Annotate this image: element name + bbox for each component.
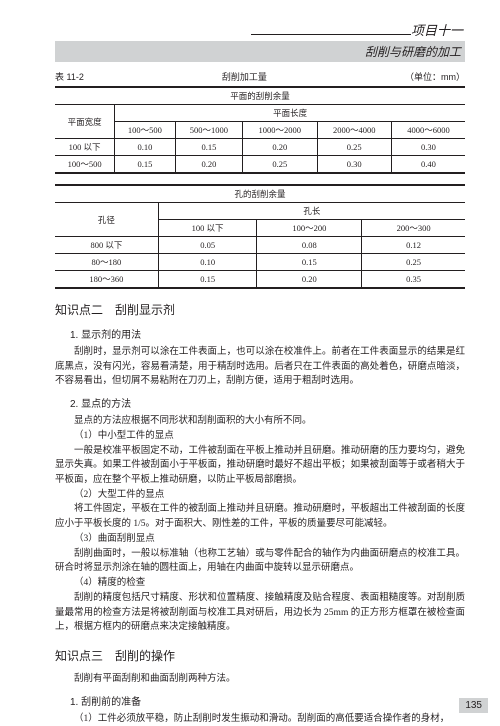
table-row: 800 以下0.050.080.12: [55, 237, 465, 254]
paragraph: 刮削的精度包括尺寸精度、形状和位置精度、接触精度及贴合程度、表面粗糙度等。对刮削…: [55, 591, 465, 635]
sub-heading: 1. 显示剂的用法: [55, 326, 465, 341]
project-title: 项目十一: [55, 20, 465, 39]
section-heading: 知识点三 刮削的操作: [55, 647, 465, 664]
table-number: 表 11-2: [55, 70, 84, 83]
paragraph: 显点的方法应根据不同形状和刮削面积的大小有所不同。: [55, 414, 465, 429]
page-number: 135: [459, 698, 488, 713]
paragraph: 一般是校准平板固定不动，工件被刮面在平板上推动并且研磨。推动研磨的压力要均匀，避…: [55, 444, 465, 488]
table-header-row: 表 11-2 刮削加工量 （单位：mm）: [55, 70, 465, 83]
table-row: 180～3600.150.200.35: [55, 271, 465, 289]
sub-heading: 2. 显点的方法: [55, 395, 465, 410]
table-hole-allowance: 孔的刮削余量 孔径 孔长 100 以下 100～200 200～300 800 …: [55, 184, 465, 289]
item-heading: （1）中小型工件的显点: [55, 429, 465, 444]
table-unit: （单位：mm）: [405, 70, 465, 83]
section-heading: 知识点二 刮削显示剂: [55, 301, 465, 318]
paragraph: 将工件固定，平板在工件的被刮面上推动并且研磨。推动研磨时，平板超出工件被刮面的长…: [55, 502, 465, 531]
subtitle-bar: 刮削与研磨的加工: [55, 41, 465, 62]
table-caption: 平面的刮削余量: [55, 87, 465, 105]
table-caption: 孔的刮削余量: [55, 185, 465, 203]
item-heading: （3）曲面刮削显点: [55, 532, 465, 547]
table-row: 100 以下 0.10 0.15 0.20 0.25 0.30: [55, 139, 465, 156]
table-title: 刮削加工量: [222, 70, 267, 83]
paragraph: 刮削时，显示剂可以涂在工件表面上，也可以涂在校准件上。前者在工件表面显示的结果是…: [55, 345, 465, 389]
table-plane-allowance: 平面的刮削余量 平面宽度 平面长度 100～500 500～1000 1000～…: [55, 86, 465, 174]
item-heading: （2）大型工件的显点: [55, 488, 465, 503]
paragraph: （1）工件必须放平稳，防止刮削时发生振动和滑动。刮削面的高低要适合操作者的身材，: [55, 712, 465, 726]
sub-heading: 1. 刮削前的准备: [55, 693, 465, 708]
paragraph: 刮削有平面刮削和曲面刮削两种方法。: [55, 672, 465, 687]
table-row: 100～500 0.15 0.20 0.25 0.30 0.40: [55, 156, 465, 174]
table-row: 80～1800.100.150.25: [55, 254, 465, 271]
item-heading: （4）精度的检查: [55, 576, 465, 591]
paragraph: 刮削曲面时，一般以标准轴（也称工艺轴）或与零件配合的轴作为内曲面研磨点的校准工具…: [55, 547, 465, 576]
